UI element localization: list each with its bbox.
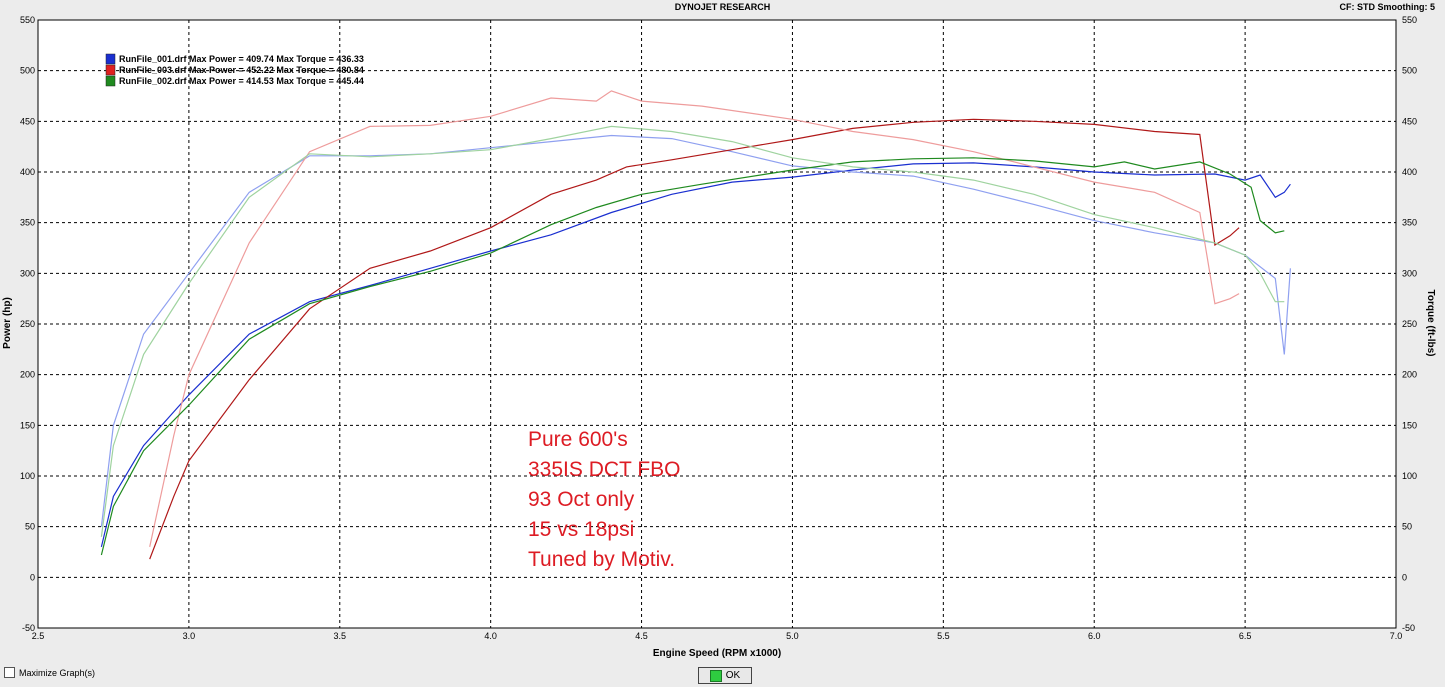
- data-series: [100, 90, 1291, 560]
- y-tick-label-right: 250: [1402, 319, 1417, 329]
- annotation-line-3: 93 Oct only: [528, 488, 635, 511]
- x-tick-label: 2.5: [32, 631, 45, 641]
- annotation-line-5: Tuned by Motiv.: [528, 548, 676, 571]
- axis-ticks: 2.5 3.0 3.5 4.0 4.5 5.0 5.5 6.0 6.5 7.0-50 -500 050…: [20, 15, 1417, 641]
- series-line-torque: [100, 125, 1285, 537]
- series-line-power: [100, 157, 1285, 556]
- checkbox-box-icon[interactable]: [4, 667, 15, 678]
- y-tick-label-right: 0: [1402, 572, 1407, 582]
- y-tick-label-left: 400: [20, 167, 35, 177]
- grid-lines: [38, 20, 1396, 628]
- correction-factor-label: CF: STD Smoothing: 5: [1339, 2, 1436, 12]
- y-tick-label-left: 200: [20, 370, 35, 380]
- x-tick-label: 3.0: [183, 631, 196, 641]
- y-tick-label-left: 450: [20, 116, 35, 126]
- x-tick-label: 4.0: [484, 631, 497, 641]
- y-tick-label-left: 100: [20, 471, 35, 481]
- y-tick-label-right: 300: [1402, 268, 1417, 278]
- y-tick-label-left: 300: [20, 268, 35, 278]
- maximize-graph-label: Maximize Graph(s): [19, 667, 96, 678]
- x-tick-label: 7.0: [1390, 631, 1403, 641]
- y-tick-label-left: 250: [20, 319, 35, 329]
- y-tick-label-right: -50: [1402, 623, 1415, 633]
- x-tick-label: 3.5: [334, 631, 347, 641]
- ok-button-label: OK: [725, 670, 741, 681]
- annotation-line-1: Pure 600's: [528, 428, 628, 451]
- y-axis-label-left: Power (hp): [2, 297, 13, 349]
- y-tick-label-left: 350: [20, 218, 35, 228]
- series-line-torque: [149, 90, 1240, 548]
- maximize-graph-checkbox[interactable]: Maximize Graph(s): [4, 667, 95, 678]
- x-tick-label: 4.5: [635, 631, 648, 641]
- series-line-power: [100, 162, 1291, 548]
- ok-button[interactable]: OK: [698, 667, 752, 684]
- x-tick-label: 5.5: [937, 631, 950, 641]
- legend: RunFile_001.drf Max Power = 409.74 Max T…: [105, 53, 364, 87]
- y-tick-label-left: 50: [25, 522, 35, 532]
- y-tick-label-right: 500: [1402, 66, 1417, 76]
- series-line-power: [149, 118, 1240, 560]
- y-tick-label-right: 550: [1402, 15, 1417, 25]
- y-tick-label-right: 400: [1402, 167, 1417, 177]
- y-tick-label-left: -50: [22, 623, 35, 633]
- y-tick-label-left: 500: [20, 66, 35, 76]
- y-tick-label-right: 50: [1402, 522, 1412, 532]
- y-tick-label-right: 450: [1402, 116, 1417, 126]
- x-tick-label: 5.0: [786, 631, 799, 641]
- y-tick-label-right: 200: [1402, 370, 1417, 380]
- legend-swatch: [105, 53, 116, 65]
- y-tick-label-left: 0: [30, 572, 35, 582]
- legend-swatch: [105, 64, 116, 76]
- legend-label: RunFile_002.drf Max Power = 414.53 Max T…: [119, 76, 364, 86]
- x-tick-label: 6.5: [1239, 631, 1252, 641]
- y-axis-label-right: Torque (ft-lbs): [1425, 289, 1436, 356]
- y-tick-label-right: 350: [1402, 218, 1417, 228]
- chart-header-title: DYNOJET RESEARCH: [674, 2, 771, 12]
- y-tick-label-left: 150: [20, 420, 35, 430]
- ok-green-square-icon: [709, 669, 722, 682]
- legend-label: RunFile_003.drf Max Power = 452.22 Max T…: [119, 65, 364, 75]
- y-tick-label-left: 550: [20, 15, 35, 25]
- annotation-line-4: 15 vs 18psi: [528, 518, 635, 541]
- legend-label: RunFile_001.drf Max Power = 409.74 Max T…: [119, 54, 364, 64]
- annotation-line-2: 335IS DCT FBO: [528, 458, 681, 481]
- x-tick-label: 6.0: [1088, 631, 1101, 641]
- legend-swatch: [105, 75, 116, 87]
- y-tick-label-right: 100: [1402, 471, 1417, 481]
- y-tick-label-right: 150: [1402, 420, 1417, 430]
- x-axis-label: Engine Speed (RPM x1000): [653, 648, 781, 659]
